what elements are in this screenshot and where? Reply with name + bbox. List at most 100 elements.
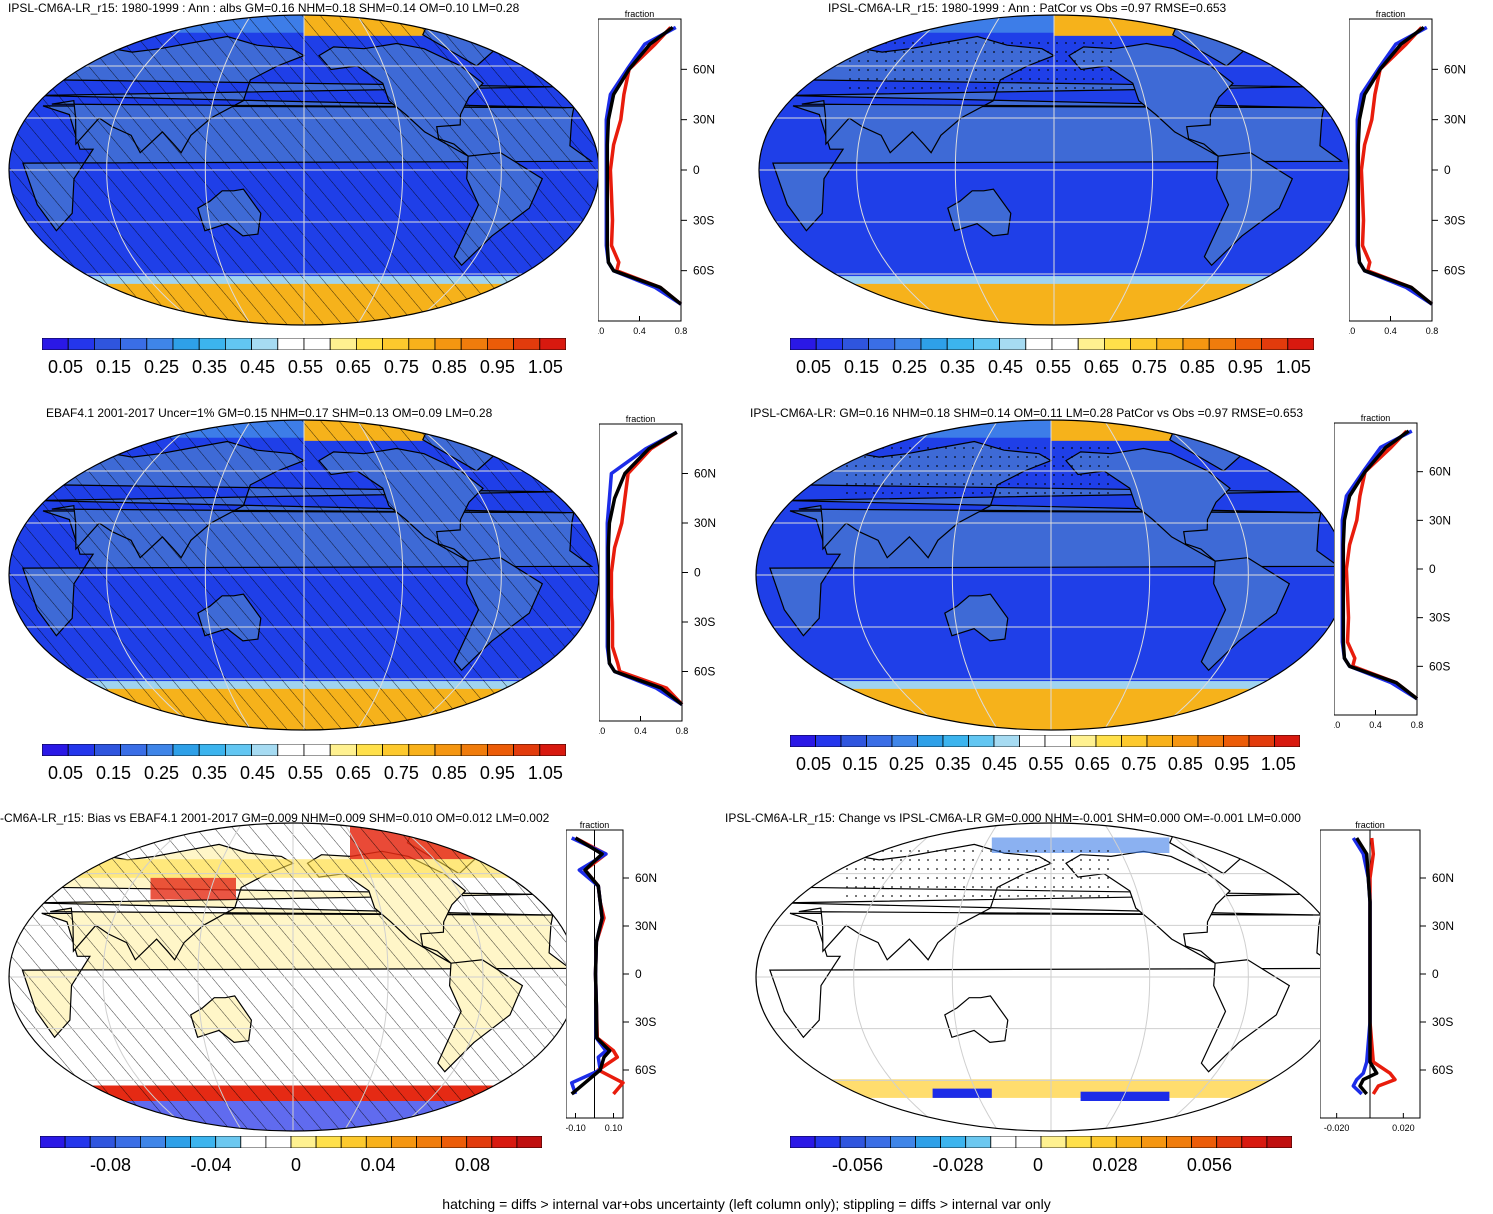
colorbar-bin [64,1136,91,1148]
zonal-x-tick-label: 0.4 [1369,720,1382,730]
zonal-y-tick-label: 0 [1429,562,1436,576]
colorbar-bin [355,338,383,350]
colorbar-labels: 0.05 0.15 0.25 0.35 0.45 0.55 0.65 0.75 0.85 0.95… [796,357,1311,378]
colorbar-bin [968,735,995,747]
colorbar-bin [42,744,69,756]
colorbar-tick-label: -0.028 [932,1155,984,1175]
colorbar-bin [1216,1136,1243,1148]
zonal-y-tick-label: 0 [693,163,700,177]
zonal-x-tick-label: 0.8 [1426,326,1439,336]
colorbar-bin [1025,338,1053,350]
colorbar-bin [840,735,867,747]
zonal-x-tick-label: -0.10 [566,1123,586,1133]
colorbar-bin [491,1136,518,1148]
colorbar-tick-label: 0.35 [191,357,227,377]
colorbar-tick-label: 0.85 [431,357,467,377]
colorbar-bin [1223,735,1250,747]
colorbar-bin [120,744,148,756]
colorbar [790,338,1314,350]
colorbar-bin [1077,338,1105,350]
colorbar-tick-label: 0.25 [143,763,180,783]
zonal-series-line [605,25,683,306]
zonal-y-tick-label: 30N [1429,513,1451,527]
colorbar-tick-label: 0.85 [1179,357,1215,377]
colorbar-bin [942,735,969,747]
colorbar-tick-label: 0.95 [1227,357,1263,377]
colorbar-bin [114,1136,141,1148]
zonal-x-tick-label: 0.8 [1411,720,1424,730]
zonal-x-tick-label: 0.0 [1349,326,1355,336]
colorbar-bin [1019,735,1046,747]
colorbar-tick-label: 0.95 [1214,754,1250,774]
colorbar-tick-label: 0.55 [1028,754,1064,774]
zonal-y-tick-label: 60S [1429,659,1450,673]
colorbar-tick-label: 0.45 [987,357,1023,377]
zonal-y-tick-label: 30N [1432,919,1454,933]
colorbar-tick-label: 0.55 [1035,357,1071,377]
colorbar-bin [1241,1136,1268,1148]
colorbar-labels: -0.056 -0.028 0 0.028 0.056 [832,1155,1232,1176]
colorbar-bin [1166,1136,1193,1148]
colorbar-tick-label: 0.15 [95,763,132,783]
continent [947,188,1012,237]
colorbar-bin [460,744,488,756]
colorbar-tick-label: 0.25 [143,357,180,377]
colorbar-bin [408,744,436,756]
colorbar-tick-label: 0.15 [843,357,880,377]
colorbar-bin [365,1136,392,1148]
colorbar-tick-label: 0.028 [1092,1155,1138,1175]
colorbar-bin [972,338,1000,350]
colorbar-bin [441,1136,468,1148]
colorbar-bin [486,338,514,350]
zonal-top-label: fraction [1361,413,1391,423]
zonal-y-tick-label: 60S [1432,1063,1453,1077]
colorbar [42,338,566,350]
colorbar-bin [920,338,948,350]
colorbar-bin [315,1136,342,1148]
colorbar-tick-label: 0.95 [479,763,515,783]
colorbar-tick-label: 0.65 [1074,754,1110,774]
colorbar-tick-label: 0.45 [981,754,1017,774]
colorbar-bin [1266,1136,1292,1148]
colorbar-bin [265,1136,292,1148]
colorbar-bin [434,338,462,350]
zonal-y-tick-label: 0 [1432,967,1439,981]
colorbar-bin [1234,338,1262,350]
zonal-y-tick-label: 30S [693,213,714,227]
zonal-y-tick-label: 0 [694,566,701,580]
colorbar-bin [198,338,226,350]
colorbar-bin [290,1136,317,1148]
colorbar-bin [1191,1136,1218,1148]
stippling [843,443,1111,501]
colorbar-tick-label: 0.45 [239,763,275,783]
colorbar-tick-label: 0.15 [95,357,132,377]
colorbar-bin [839,1136,866,1148]
zonal-y-tick-label: 30S [1429,611,1450,625]
zonal-series-line [1356,25,1434,306]
colorbar-bin [303,338,331,350]
zonal-y-tick-label: 60N [1432,871,1454,885]
colorbar-bin [224,744,252,756]
colorbar-tick-label: 0.05 [48,357,84,377]
colorbar-bin [277,338,305,350]
colorbar-bin [215,1136,242,1148]
map [8,419,600,731]
continent [1203,152,1294,267]
colorbar-bin [1261,338,1289,350]
colorbar-tick-label: 1.05 [1275,357,1311,377]
colorbar-bin [408,338,436,350]
zonal-x-tick-label: 0.0 [599,726,605,736]
map [755,822,1347,1132]
colorbar-bin [1172,735,1199,747]
colorbar-bin [993,735,1020,747]
colorbar-tick-label: 0 [1032,1155,1043,1175]
colorbar-bin [1274,735,1300,747]
colorbar-tick-label: 0.056 [1186,1155,1232,1175]
zonal-y-tick-label: 60N [693,62,715,76]
colorbar-bin [67,338,95,350]
colorbar-bin [1095,735,1122,747]
zonal-y-tick-label: 60N [635,871,657,885]
zonal-series-line [570,836,612,1096]
colorbar-bin [842,338,870,350]
colorbar-tick-label: 0.85 [431,763,467,783]
